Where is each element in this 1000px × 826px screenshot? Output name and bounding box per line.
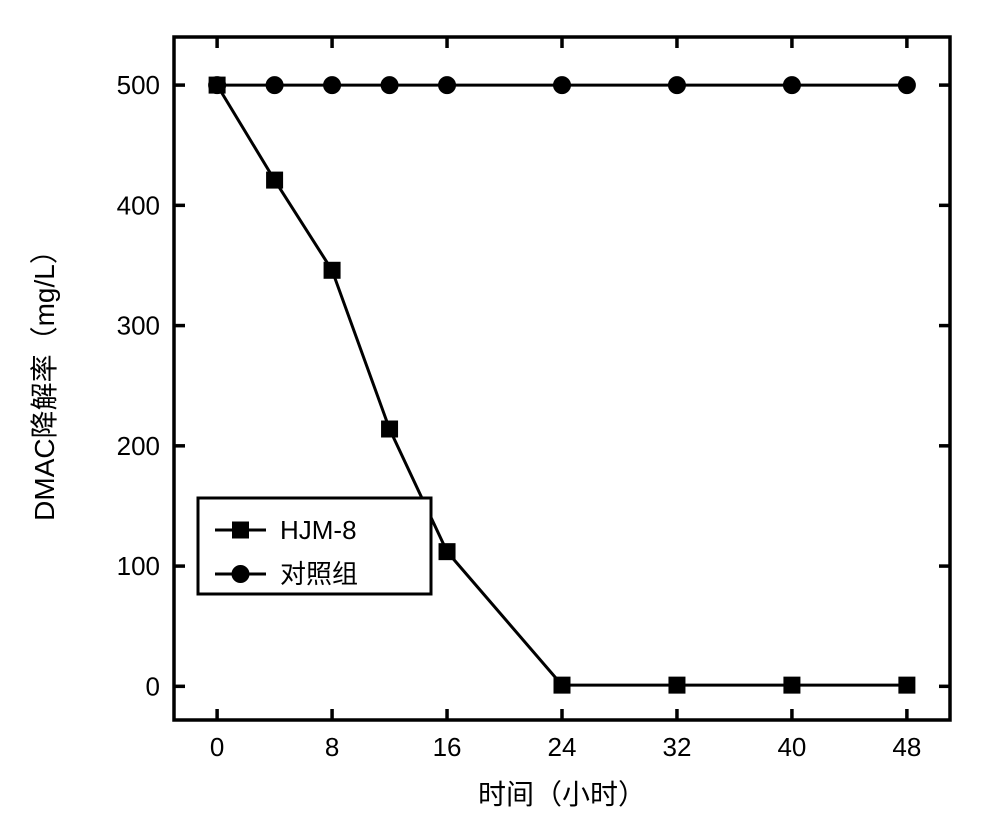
chart-container: 0 8 16 24 32 40 48 0 100 200 300 400 500 时间（小时） DMAC降解… bbox=[0, 0, 1000, 826]
svg-text:对照组: 对照组 bbox=[280, 559, 358, 589]
svg-text:24: 24 bbox=[548, 732, 577, 762]
svg-text:时间（小时）: 时间（小时） bbox=[478, 779, 646, 810]
svg-text:DMAC降解率（mg/L）: DMAC降解率（mg/L） bbox=[29, 236, 60, 521]
svg-text:200: 200 bbox=[117, 431, 160, 461]
svg-text:0: 0 bbox=[210, 732, 224, 762]
svg-text:48: 48 bbox=[892, 732, 921, 762]
svg-text:40: 40 bbox=[777, 732, 806, 762]
svg-text:500: 500 bbox=[117, 70, 160, 100]
svg-text:8: 8 bbox=[325, 732, 339, 762]
line-chart: 0 8 16 24 32 40 48 0 100 200 300 400 500 时间（小时） DMAC降解… bbox=[0, 0, 1000, 826]
svg-text:16: 16 bbox=[433, 732, 462, 762]
svg-text:32: 32 bbox=[663, 732, 692, 762]
svg-text:400: 400 bbox=[117, 190, 160, 220]
svg-text:100: 100 bbox=[117, 551, 160, 581]
svg-text:300: 300 bbox=[117, 311, 160, 341]
svg-text:0: 0 bbox=[146, 671, 160, 701]
svg-text:HJM-8: HJM-8 bbox=[280, 515, 357, 545]
legend: HJM-8 对照组 bbox=[198, 498, 431, 594]
